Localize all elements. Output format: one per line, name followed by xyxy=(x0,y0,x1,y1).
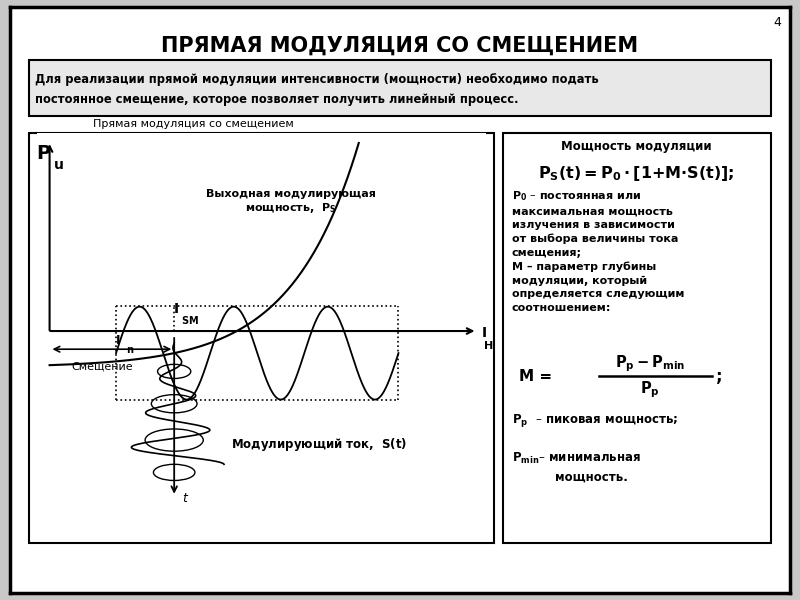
Text: $\mathbf{P_0}$ – постоянная или
максимальная мощность
излучения в зависимости
от: $\mathbf{P_0}$ – постоянная или максимал… xyxy=(512,189,684,313)
Text: Для реализации прямой модуляции интенсивности (мощности) необходимо подать: Для реализации прямой модуляции интенсив… xyxy=(35,73,599,86)
Text: Смещение: Смещение xyxy=(71,361,133,371)
Text: $\mathbf{P_S(t) = P_0 \cdot [1{+}M{\cdot}S(t)];}$: $\mathbf{P_S(t) = P_0 \cdot [1{+}M{\cdot… xyxy=(538,164,734,183)
Text: мощность.: мощность. xyxy=(554,470,627,484)
Text: М =: М = xyxy=(519,368,553,383)
FancyBboxPatch shape xyxy=(29,60,771,116)
FancyBboxPatch shape xyxy=(29,133,494,543)
Text: $\mathbf{P_p}$  – пиковая мощность;: $\mathbf{P_p}$ – пиковая мощность; xyxy=(512,412,678,428)
Text: ;: ; xyxy=(716,368,723,386)
Text: постоянное смещение, которое позволяет получить линейный процесс.: постоянное смещение, которое позволяет п… xyxy=(35,92,519,106)
Text: $\mathbf{I}$: $\mathbf{I}$ xyxy=(174,302,179,316)
Text: Прямая модуляция со смещением: Прямая модуляция со смещением xyxy=(93,119,294,130)
Text: $\mathbf{P}$: $\mathbf{P}$ xyxy=(36,144,51,163)
Text: Модулирующий ток,  $\mathbf{S(t)}$: Модулирующий ток, $\mathbf{S(t)}$ xyxy=(231,436,408,452)
Text: Мощность модуляции: Мощность модуляции xyxy=(562,140,712,153)
Text: ПРЯМАЯ МОДУЛЯЦИЯ СО СМЕЩЕНИЕМ: ПРЯМАЯ МОДУЛЯЦИЯ СО СМЕЩЕНИЕМ xyxy=(162,35,638,55)
Text: $\mathbf{P_p - P_{min}}$: $\mathbf{P_p - P_{min}}$ xyxy=(614,353,685,374)
Text: $\mathbf{SM}$: $\mathbf{SM}$ xyxy=(181,314,199,326)
Text: $t$: $t$ xyxy=(182,492,190,505)
Text: Выходная модулирующая
мощность,  $\mathbf{P_S}$: Выходная модулирующая мощность, $\mathbf… xyxy=(206,189,375,215)
Text: $\mathbf{u}$: $\mathbf{u}$ xyxy=(53,158,63,172)
Text: $\mathbf{I}$: $\mathbf{I}$ xyxy=(481,326,486,340)
Text: $\mathbf{n}$: $\mathbf{n}$ xyxy=(126,345,134,355)
Text: 4: 4 xyxy=(773,16,781,29)
FancyBboxPatch shape xyxy=(503,133,771,543)
Text: $\mathbf{P_p}$: $\mathbf{P_p}$ xyxy=(640,379,660,400)
Text: $\mathbf{P_{min}}$– минимальная: $\mathbf{P_{min}}$– минимальная xyxy=(512,451,640,466)
Text: $\mathbf{H}$: $\mathbf{H}$ xyxy=(482,339,493,351)
Text: $\mathbf{I}$: $\mathbf{I}$ xyxy=(115,334,121,347)
